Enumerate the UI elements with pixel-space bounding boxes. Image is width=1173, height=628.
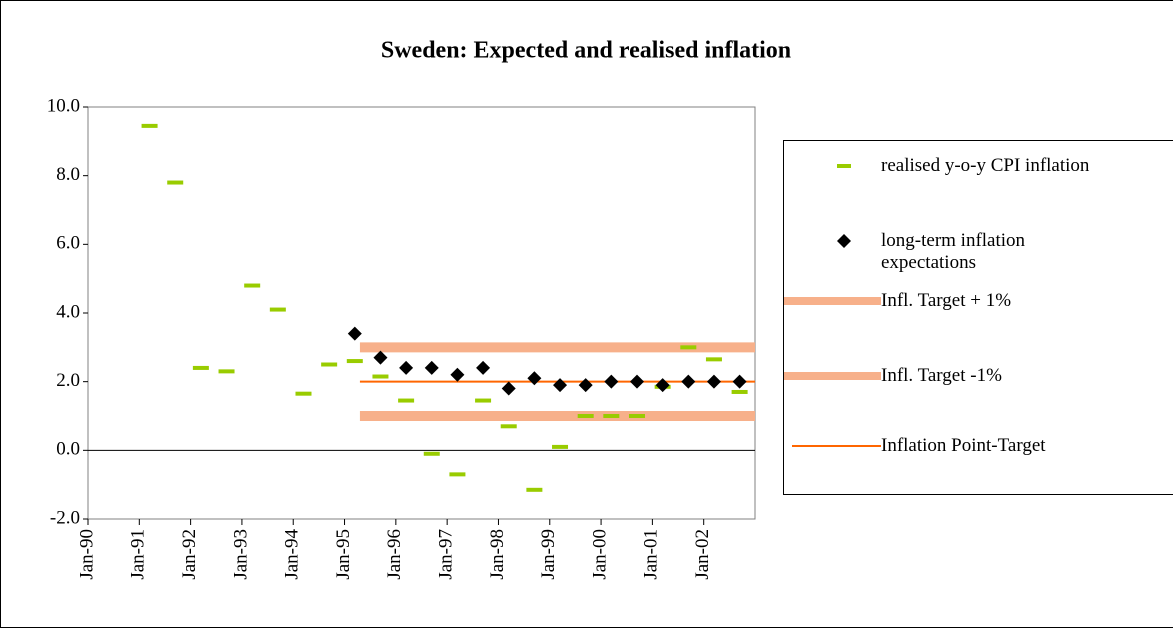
legend-symbol (784, 372, 881, 380)
data-point (629, 374, 644, 389)
legend-item: Infl. Target -1% (784, 361, 1173, 401)
data-point (347, 326, 362, 341)
legend-label: long-term inflation expectations (881, 230, 1026, 273)
x-tick-label: Jan-98 (487, 529, 508, 580)
legend-item: realised y-o-y CPI inflation (784, 151, 1173, 191)
data-point (399, 360, 414, 375)
x-tick-label: Jan-95 (333, 529, 354, 580)
legend: realised y-o-y CPI inflation long-term in… (783, 140, 1173, 495)
data-point (577, 414, 594, 418)
data-point (527, 371, 542, 386)
data-point (192, 365, 209, 370)
legend-item: Inflation Point-Target (784, 431, 1173, 471)
x-tick-label: Jan-02 (692, 529, 713, 580)
x-tick-label: Jan-99 (538, 529, 559, 580)
legend-marker (837, 164, 851, 168)
y-tick-label: 0.0 (56, 439, 80, 460)
legend-label: Infl. Target + 1% (881, 290, 1012, 311)
legend-label: Infl. Target -1% (881, 365, 1002, 386)
y-tick-label: -2.0 (50, 507, 80, 528)
x-tick-label: Jan-94 (282, 529, 303, 580)
legend-symbol (784, 297, 881, 305)
data-point (424, 360, 439, 375)
x-tick-label: Jan-91 (128, 529, 149, 580)
data-point (604, 374, 619, 389)
legend-symbol (837, 234, 851, 248)
data-point (552, 444, 569, 449)
data-point (218, 369, 235, 374)
data-point (705, 357, 722, 362)
data-point (681, 374, 696, 389)
data-point (398, 398, 415, 403)
data-point (346, 359, 363, 364)
y-tick-label: 8.0 (56, 164, 80, 185)
data-point (449, 472, 466, 477)
data-point (269, 307, 286, 312)
legend-item: long-term inflation expectations (784, 226, 1173, 273)
data-point (628, 414, 645, 418)
data-point (706, 374, 721, 389)
data-point (244, 283, 261, 288)
data-point (731, 389, 748, 394)
data-point (553, 378, 568, 393)
data-point (423, 451, 440, 456)
data-point (500, 424, 517, 429)
y-tick-label: 4.0 (56, 301, 80, 322)
legend-symbol (792, 445, 881, 447)
data-point (680, 345, 697, 350)
x-tick-label: Jan-93 (230, 529, 251, 580)
data-point (526, 487, 543, 492)
data-point (476, 360, 491, 375)
legend-label: Inflation Point-Target (881, 435, 1046, 456)
y-tick-label: 2.0 (56, 370, 80, 391)
legend-item: Infl. Target + 1% (784, 286, 1173, 326)
data-point (167, 180, 184, 185)
data-point (475, 398, 492, 403)
data-point (603, 414, 620, 418)
x-tick-label: Jan-97 (436, 529, 457, 580)
x-tick-label: Jan-01 (641, 529, 662, 580)
chart-title: Sweden: Expected and realised inflation (381, 38, 791, 64)
x-tick-label: Jan-90 (76, 529, 97, 580)
data-point (501, 381, 516, 396)
data-point (578, 378, 593, 393)
data-point (732, 374, 747, 389)
x-tick-label: Jan-00 (589, 529, 610, 580)
x-tick-label: Jan-96 (384, 529, 405, 580)
legend-marker (837, 234, 851, 248)
data-point (141, 123, 158, 128)
plot-area (87, 106, 756, 520)
data-point (373, 350, 388, 365)
data-point (321, 362, 338, 367)
data-point (450, 367, 465, 382)
data-point (372, 374, 389, 379)
x-tick-label: Jan-92 (179, 529, 200, 580)
data-point (295, 391, 312, 396)
y-tick-label: 10.0 (47, 95, 80, 116)
legend-symbol (837, 164, 851, 168)
y-tick-label: 6.0 (56, 233, 80, 254)
data-point (655, 378, 670, 393)
legend-label: realised y-o-y CPI inflation (881, 155, 1090, 176)
